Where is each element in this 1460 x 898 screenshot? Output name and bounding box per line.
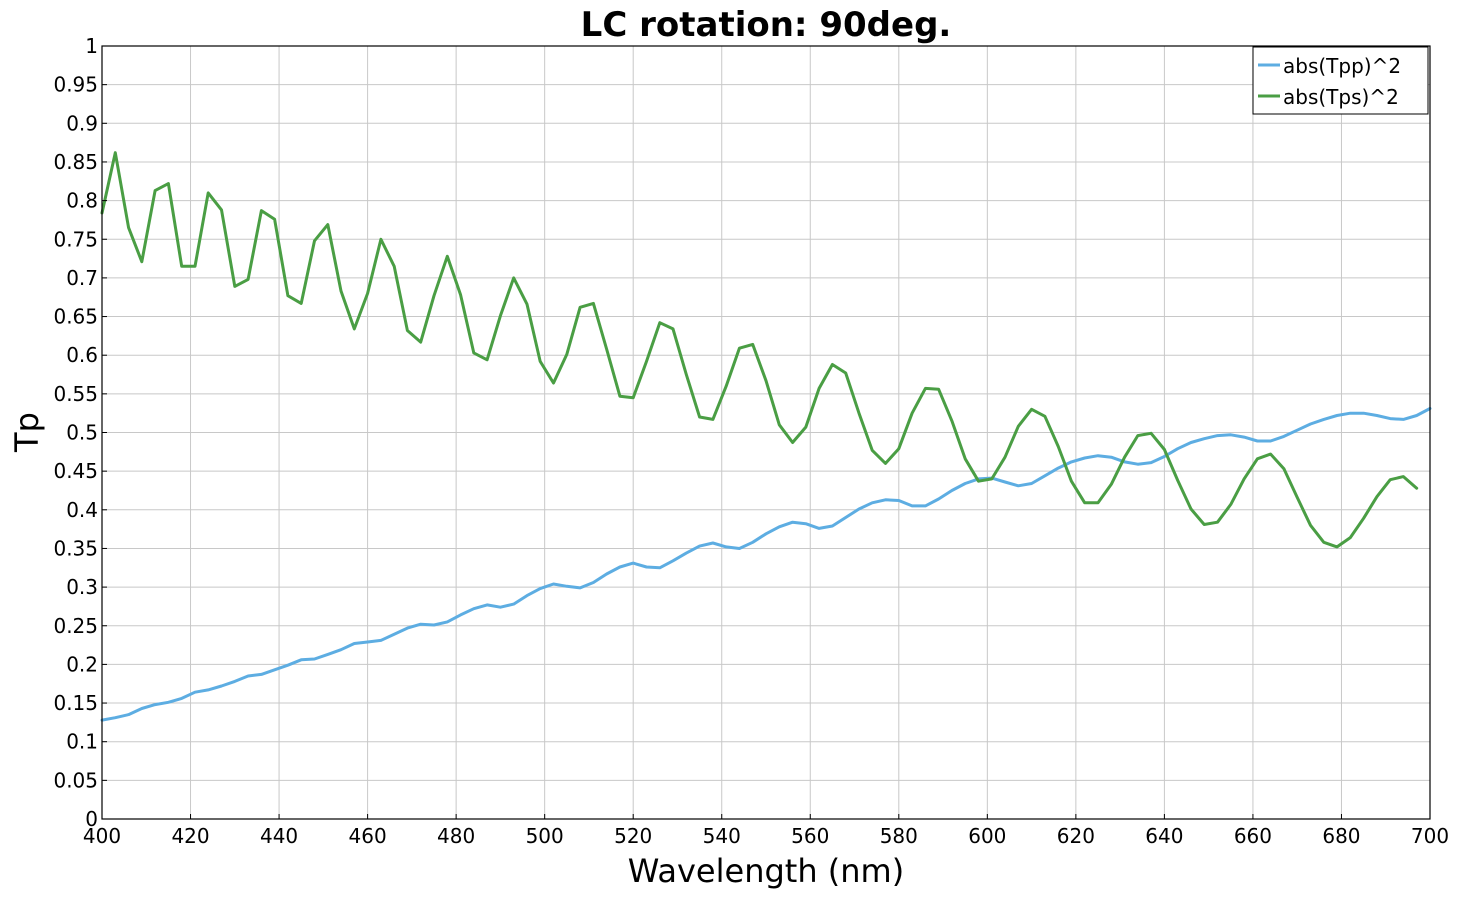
series-lines xyxy=(100,151,1432,722)
y-tick-label: 0.55 xyxy=(53,382,98,406)
x-tick-label: 460 xyxy=(349,824,387,848)
grid xyxy=(101,45,1431,820)
x-tick-label: 700 xyxy=(1411,824,1449,848)
y-tick-label: 0.8 xyxy=(66,189,98,213)
x-tick-label: 420 xyxy=(171,824,209,848)
y-tick-label: 0.1 xyxy=(66,730,98,754)
x-tick-label: 600 xyxy=(968,824,1006,848)
x-axis-label: Wavelength (nm) xyxy=(628,852,904,890)
y-axis-ticks: 0 0.05 0.1 0.15 0.2 0.25 0.3 0.35 0.4 0.45 0.5 0.55… xyxy=(53,34,107,831)
y-tick-label: 0.15 xyxy=(53,691,98,715)
x-tick-label: 620 xyxy=(1057,824,1095,848)
y-tick-label: 0.95 xyxy=(53,73,98,97)
y-tick-label: 0.5 xyxy=(66,421,98,445)
series-line-1 xyxy=(100,407,1432,722)
legend: abs(Tpp)^2 abs(Tps)^2 xyxy=(1252,46,1429,115)
y-tick-label: 0.2 xyxy=(66,652,98,676)
x-tick-label: 500 xyxy=(526,824,564,848)
legend-label: abs(Tpp)^2 xyxy=(1283,54,1401,78)
x-tick-label: 580 xyxy=(880,824,918,848)
y-tick-label: 0 xyxy=(85,807,98,831)
y-tick-label: 0.4 xyxy=(66,498,98,522)
y-tick-label: 0.9 xyxy=(66,111,98,135)
x-tick-label: 680 xyxy=(1322,824,1360,848)
x-tick-label: 660 xyxy=(1234,824,1272,848)
legend-label: abs(Tps)^2 xyxy=(1283,85,1399,109)
y-tick-label: 0.85 xyxy=(53,150,98,174)
x-tick-label: 560 xyxy=(791,824,829,848)
y-axis-label: Tp xyxy=(8,412,46,453)
x-axis-ticks: 400 420 440 460 480 500 520 540 560 580 600 620 640 6… xyxy=(83,814,1449,848)
y-tick-label: 0.35 xyxy=(53,536,98,560)
y-tick-label: 0.6 xyxy=(66,343,98,367)
x-tick-label: 640 xyxy=(1145,824,1183,848)
y-tick-label: 0.25 xyxy=(53,614,98,638)
y-tick-label: 0.75 xyxy=(53,227,98,251)
x-tick-label: 400 xyxy=(83,824,121,848)
legend-box xyxy=(1252,46,1429,115)
x-tick-label: 480 xyxy=(437,824,475,848)
y-tick-label: 1 xyxy=(85,34,98,58)
y-tick-label: 0.3 xyxy=(66,575,98,599)
y-tick-label: 0.05 xyxy=(53,768,98,792)
series-line-2 xyxy=(100,151,1419,549)
y-tick-label: 0.45 xyxy=(53,459,98,483)
chart-title: LC rotation: 90deg. xyxy=(581,5,952,45)
y-tick-label: 0.7 xyxy=(66,266,98,290)
y-tick-label: 0.65 xyxy=(53,305,98,329)
x-tick-label: 520 xyxy=(614,824,652,848)
x-tick-label: 540 xyxy=(703,824,741,848)
x-tick-label: 440 xyxy=(260,824,298,848)
